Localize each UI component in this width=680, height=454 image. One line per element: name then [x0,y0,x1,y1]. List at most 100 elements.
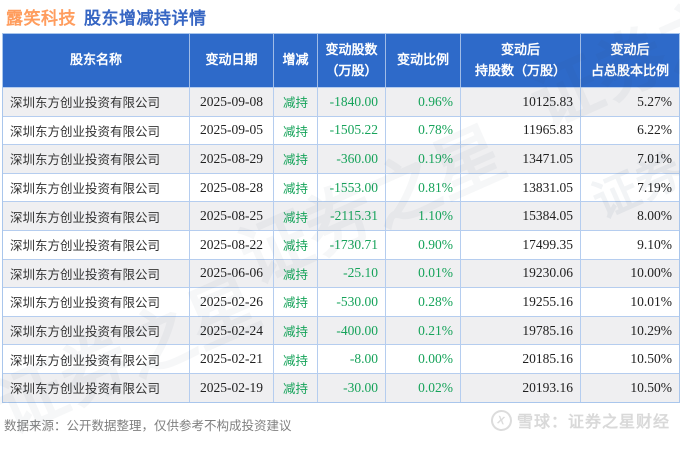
cell-action: 减持 [274,144,318,173]
cell-name: 深圳东方创业投资有限公司 [3,287,190,316]
stock-name: 露笑科技 [6,9,76,28]
cell-shares_after: 19785.16 [461,315,581,345]
column-header-shares_after: 变动后 持股数（万股） [461,34,581,87]
cell-shares_after: 13471.05 [461,144,581,173]
cell-name: 深圳东方创业投资有限公司 [3,344,190,373]
cell-change_shares: -530.00 [318,287,386,316]
cell-shares_after: 20185.16 [461,344,581,373]
cell-action: 减持 [274,201,318,230]
cell-change_shares: -400.00 [318,315,386,345]
cell-name: 深圳东方创业投资有限公司 [3,258,190,288]
cell-date: 2025-08-29 [190,144,274,173]
cell-name: 深圳东方创业投资有限公司 [3,115,190,145]
cell-change_shares: -1553.00 [318,172,386,202]
holdings-change-table: 股东名称 变动日期 增减 变动股数 （万股） 变动比例 变动后 持股数（万股） 变动后 占总股本比… [2,33,680,403]
cell-shares_after: 20193.16 [461,372,581,402]
cell-change_shares: -30.00 [318,372,386,402]
cell-ratio_after: 9.10% [581,229,679,259]
cell-ratio_after: 10.50% [581,344,679,373]
cell-ratio_after: 10.29% [581,315,679,345]
table-row: 深圳东方创业投资有限公司 2025-02-24 减持 -400.00 0.21% 1978… [3,315,679,345]
cell-name: 深圳东方创业投资有限公司 [3,201,190,230]
cell-name: 深圳东方创业投资有限公司 [3,315,190,345]
brand-watermark: X 雪球：证券之星财经 [489,407,670,433]
cell-shares_after: 19230.06 [461,258,581,288]
cell-ratio_after: 10.50% [581,372,679,402]
cell-action: 减持 [274,372,318,402]
cell-ratio_after: 7.01% [581,144,679,173]
cell-ratio_after: 10.01% [581,287,679,316]
cell-change_ratio: 0.19% [386,144,461,173]
cell-shares_after: 19255.16 [461,287,581,316]
data-source-note: 数据来源：公开数据整理，仅供参考不构成投资建议 [4,419,292,433]
cell-change_shares: -25.10 [318,258,386,288]
cell-ratio_after: 8.00% [581,201,679,230]
title-label: 股东增减持详情 [84,9,207,28]
cell-date: 2025-09-05 [190,115,274,145]
table-header-row: 股东名称 变动日期 增减 变动股数 （万股） 变动比例 变动后 持股数（万股） 变动后 占总股本比… [3,34,679,87]
cell-date: 2025-02-21 [190,344,274,373]
cell-name: 深圳东方创业投资有限公司 [3,372,190,402]
cell-ratio_after: 6.22% [581,115,679,145]
column-header-ratio_after: 变动后 占总股本比例 [581,34,679,87]
table-row: 深圳东方创业投资有限公司 2025-06-06 减持 -25.10 0.01% 19230… [3,258,679,288]
xueqiu-logo-icon: X [489,407,514,433]
cell-change_ratio: 0.96% [386,87,461,116]
cell-date: 2025-02-24 [190,315,274,345]
cell-shares_after: 11965.83 [461,115,581,145]
cell-date: 2025-09-08 [190,87,274,116]
table-row: 深圳东方创业投资有限公司 2025-08-29 减持 -360.00 0.19% 1347… [3,144,679,173]
cell-action: 减持 [274,229,318,259]
cell-change_shares: -8.00 [318,344,386,373]
cell-name: 深圳东方创业投资有限公司 [3,172,190,202]
table-row: 深圳东方创业投资有限公司 2025-08-22 减持 -1730.71 0.90% 174… [3,229,679,259]
table-row: 深圳东方创业投资有限公司 2025-09-05 减持 -1505.22 0.78% 119… [3,115,679,145]
cell-shares_after: 15384.05 [461,201,581,230]
cell-name: 深圳东方创业投资有限公司 [3,144,190,173]
cell-date: 2025-02-19 [190,372,274,402]
table-row: 深圳东方创业投资有限公司 2025-08-28 减持 -1553.00 0.81% 138… [3,172,679,202]
cell-date: 2025-08-22 [190,229,274,259]
cell-action: 减持 [274,258,318,288]
table-row: 深圳东方创业投资有限公司 2025-09-08 减持 -1840.00 0.96% 101… [3,87,679,116]
cell-change_ratio: 0.81% [386,172,461,202]
column-header-change_shares: 变动股数 （万股） [318,34,386,87]
table-row: 深圳东方创业投资有限公司 2025-08-25 减持 -2115.31 1.10% 153… [3,201,679,230]
cell-name: 深圳东方创业投资有限公司 [3,229,190,259]
column-header-name: 股东名称 [3,34,190,87]
cell-change_ratio: 0.28% [386,287,461,316]
cell-change_ratio: 0.21% [386,315,461,345]
cell-shares_after: 13831.05 [461,172,581,202]
cell-shares_after: 10125.83 [461,87,581,116]
cell-change_ratio: 0.01% [386,258,461,288]
cell-change_shares: -1505.22 [318,115,386,145]
cell-change_shares: -1840.00 [318,87,386,116]
cell-ratio_after: 7.19% [581,172,679,202]
cell-change_shares: -360.00 [318,144,386,173]
cell-date: 2025-02-26 [190,287,274,316]
cell-change_ratio: 0.00% [386,344,461,373]
table-row: 深圳东方创业投资有限公司 2025-02-26 减持 -530.00 0.28% 1925… [3,287,679,316]
cell-change_shares: -2115.31 [318,201,386,230]
cell-action: 减持 [274,115,318,145]
table-row: 深圳东方创业投资有限公司 2025-02-19 减持 -30.00 0.02% 20193… [3,372,679,402]
column-header-change_ratio: 变动比例 [386,34,461,87]
cell-shares_after: 17499.35 [461,229,581,259]
cell-change_ratio: 0.78% [386,115,461,145]
cell-date: 2025-08-25 [190,201,274,230]
cell-action: 减持 [274,344,318,373]
cell-ratio_after: 5.27% [581,87,679,116]
page-title: 露笑科技 股东增减持详情 [6,4,207,29]
cell-date: 2025-08-28 [190,172,274,202]
cell-action: 减持 [274,87,318,116]
column-header-action: 增减 [274,34,318,87]
cell-change_ratio: 0.90% [386,229,461,259]
brand-text: 雪球：证券之星财经 [516,414,670,431]
cell-action: 减持 [274,172,318,202]
cell-name: 深圳东方创业投资有限公司 [3,87,190,116]
cell-ratio_after: 10.00% [581,258,679,288]
cell-change_ratio: 0.02% [386,372,461,402]
cell-date: 2025-06-06 [190,258,274,288]
cell-action: 减持 [274,315,318,345]
cell-change_ratio: 1.10% [386,201,461,230]
